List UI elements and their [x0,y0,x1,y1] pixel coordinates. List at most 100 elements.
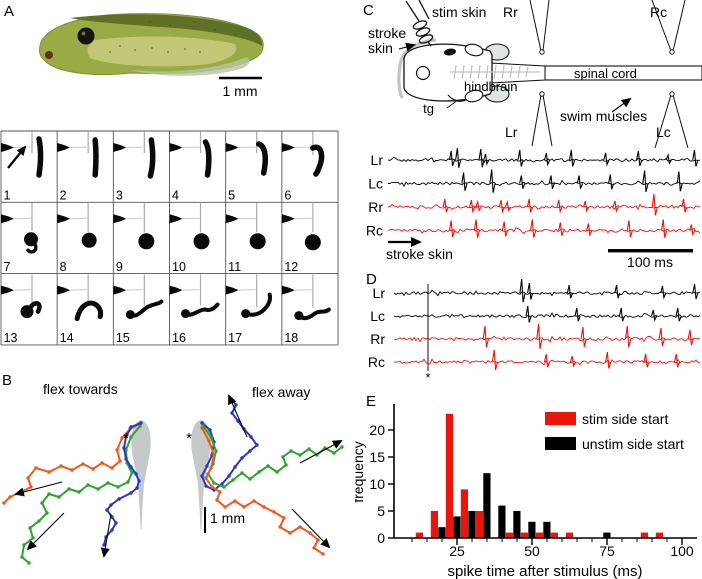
probe-blob [1,214,14,224]
y-tick-label: 5 [377,503,385,519]
frame-number: 9 [116,260,123,274]
eye [415,65,431,81]
trajectory-point [137,479,141,483]
tadpole-body [183,302,220,317]
recording-electrodes [529,0,689,148]
probe-blob [1,285,14,295]
trajectory-point [134,472,138,476]
frame-cell: 18 [281,274,331,345]
trajectory-point [130,471,134,475]
x-axis-label: spike time after stimulus (ms) [447,563,642,579]
spike [660,219,668,238]
panel-c-label: C [363,2,374,19]
tadpole-body [243,292,273,317]
trace-baseline-Rr [387,203,701,211]
tadpole-body [92,137,99,178]
frame-cell: 10 [169,203,210,274]
frame-number: 15 [116,331,130,345]
trajectory-point [281,455,285,459]
trace-baseline-Rc [387,227,701,235]
trajectory-point [117,497,121,501]
trajectory-point [122,446,126,450]
otic-capsule-top [464,43,484,57]
probe-blob [169,143,183,152]
trajectory-path [201,427,324,555]
trace-baseline-Lr [393,289,701,297]
trajectory-point [233,499,237,503]
hist-bar [535,532,543,538]
hindbrain-nerves [450,64,540,80]
stim-skin-label: stim skin [432,4,486,20]
tadpole-body [74,300,104,322]
legend-swatch-stim [545,412,576,425]
spike [614,284,621,299]
spike [642,170,649,193]
trajectory-point [236,419,240,423]
direction-arrow [291,508,331,549]
spike [658,327,665,347]
probe-streak [182,289,200,291]
frame-number: 17 [228,331,242,345]
spike [692,149,699,167]
frame-cell: 15 [113,274,164,345]
probe-streak [294,289,312,291]
tadpole-body [193,233,210,250]
frame-number: 4 [172,189,179,203]
trajectory-point [45,511,49,515]
spike [469,199,476,214]
trajectory-path [3,423,140,504]
frame-number: 2 [60,189,67,203]
hist-bar [415,532,423,538]
x-tick-label: 100 [670,543,694,559]
trace-baseline-Lc [387,179,701,188]
spike [603,152,610,167]
panel-b-label: B [2,372,12,389]
frame-cell: 7 [1,203,38,274]
trajectory-point [138,424,142,428]
trajectory-point [209,466,213,470]
hist-bar [640,532,648,538]
spike [519,278,526,303]
otic-capsule-bottom [464,89,484,103]
spike [527,282,534,300]
stim-site-asterisk: * [186,430,192,447]
panel-e-label: E [366,393,376,410]
spike [643,353,650,368]
frame-number: 7 [4,260,11,274]
trajectory-point [278,525,282,529]
legend-swatch-unstim [545,437,576,450]
trajectory-point [200,421,204,425]
trajectory-point [47,470,51,474]
trajectory-point [26,476,30,480]
stroke-skin-caption: stroke skin [386,246,453,262]
trajectory-point [22,543,26,547]
spike [651,193,658,216]
direction-arrow [299,440,343,464]
rc-label: Rc [650,4,667,20]
probe-blob [57,214,71,224]
probe-streak [70,289,88,291]
trajectory-point [233,465,237,469]
trajectory-point [209,435,213,439]
spike [650,309,658,322]
trajectory-point [31,536,35,540]
trajectory-point [284,463,288,467]
trajectory-point [86,483,90,487]
x-tick-label: 25 [449,543,465,559]
trajectory-point [205,464,209,468]
frame-cell: 6 [281,131,325,203]
trajectory-path [202,425,343,488]
hist-bar [505,532,513,538]
probe-blob [1,143,14,152]
trajectory-point [102,543,106,547]
spike [607,174,615,190]
stroke-skin-label-1: stroke [368,25,406,41]
trajectory-point [212,453,216,457]
probe-streak [70,217,88,220]
trajectory-point [252,499,256,503]
trajectory-point [27,561,31,565]
probe-streak [182,217,200,220]
trajectory-point [266,464,270,468]
